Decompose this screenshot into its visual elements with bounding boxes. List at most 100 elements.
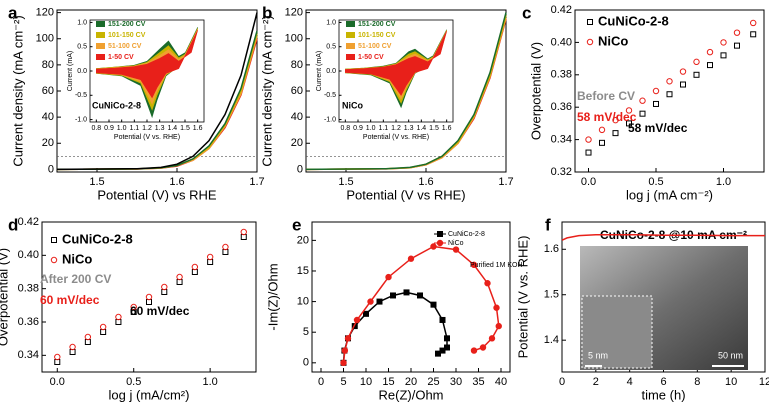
marker [488, 335, 496, 342]
marker [430, 301, 437, 308]
x-axis-label: log j (mA/cm²) [109, 388, 190, 403]
x-tick-label: 1.5 [429, 125, 439, 132]
marker [598, 126, 606, 134]
marker [222, 243, 229, 251]
y-axis-label: Overpotential (V) [0, 248, 10, 346]
x-tick-label: 1.3 [404, 125, 414, 132]
marker [376, 298, 383, 305]
marker [439, 347, 446, 354]
x-axis-label: Potential (V vs. RHE) [114, 134, 180, 141]
y-tick-label: 0.0 [326, 68, 336, 75]
y-tick-label: 1.0 [326, 19, 336, 26]
y-tick-label: 15 [297, 265, 309, 277]
panel-label: d [8, 215, 18, 234]
marker [417, 292, 423, 299]
marker [340, 359, 347, 367]
x-tick-label: 0 [318, 376, 324, 388]
annotation: NiCo [342, 100, 363, 110]
y-tick-label: 20 [291, 137, 303, 149]
x-tick-label: 1.0 [202, 376, 217, 388]
legend-label: NiCo [62, 251, 92, 266]
y-tick-label: 0.36 [18, 316, 39, 328]
x-tick-label: 10 [725, 376, 737, 388]
marker [666, 78, 673, 85]
y-axis-label: Overpotential (V) [528, 42, 543, 140]
x-tick-label: 0.5 [648, 176, 663, 188]
marker [344, 335, 352, 342]
annotation: 58 mV/dec [577, 110, 637, 124]
marker [750, 31, 757, 38]
annotation: Purified 1M KOH [470, 262, 523, 269]
marker [439, 316, 446, 323]
x-tick-label: 1.2 [142, 125, 152, 132]
y-tick-label: -0.5 [324, 92, 336, 99]
legend-marker [587, 19, 593, 25]
marker [706, 48, 714, 56]
series-line [561, 233, 765, 241]
y-tick-label: 0.34 [18, 349, 39, 361]
marker [99, 323, 107, 331]
marker [161, 283, 168, 291]
marker [585, 136, 592, 143]
legend-swatch [96, 21, 105, 27]
x-tick-label: 4 [627, 376, 633, 388]
marker [599, 139, 605, 146]
marker [145, 293, 153, 301]
legend-marker [436, 239, 444, 247]
y-axis-label: Current (mA) [316, 51, 323, 91]
marker [69, 343, 76, 351]
x-tick-label: 40 [495, 376, 507, 388]
x-tick-label: 20 [405, 376, 417, 388]
marker [680, 81, 686, 88]
y-tick-label: 80 [42, 59, 54, 71]
marker [666, 91, 673, 98]
marker [240, 228, 247, 236]
y-tick-label: 0.38 [18, 283, 39, 295]
marker [341, 347, 349, 354]
y-tick-label: -1.0 [324, 116, 336, 123]
legend-marker [586, 38, 594, 46]
marker [444, 344, 450, 351]
y-tick-label: 120 [36, 7, 54, 19]
plot-frame [41, 221, 257, 373]
y-tick-label: 80 [291, 59, 303, 71]
x-tick-label: 1.5 [180, 125, 190, 132]
marker [652, 87, 660, 95]
marker [435, 350, 441, 357]
marker [403, 289, 410, 296]
marker [367, 298, 374, 305]
legend-label: 1-50 CV [108, 54, 134, 61]
y-tick-label: 100 [285, 33, 303, 45]
legend-label: 51-100 CV [108, 43, 142, 50]
annotation: 60 mV/dec [40, 293, 100, 307]
x-tick-label: 0.0 [581, 176, 596, 188]
marker [693, 71, 700, 78]
x-tick-label: 15 [382, 376, 394, 388]
y-tick-label: 0.34 [551, 134, 572, 146]
legend-swatch [96, 54, 105, 60]
annotation: Before CV [577, 89, 635, 103]
legend-label: 51-100 CV [358, 43, 392, 50]
x-tick-label: 1.7 [498, 176, 513, 188]
y-tick-label: 40 [42, 111, 54, 123]
marker [720, 39, 727, 46]
marker [625, 107, 633, 114]
marker [385, 273, 392, 281]
x-tick-label: 1.0 [366, 125, 376, 132]
marker [115, 313, 122, 321]
x-tick-label: 1.6 [169, 176, 184, 188]
marker [430, 243, 437, 250]
legend-label: CuNiCo-2-8 [62, 231, 133, 246]
x-axis-label: Potential (V) vs RHE [97, 188, 217, 203]
x-tick-label: 0.5 [126, 376, 141, 388]
y-tick-label: 0.36 [551, 101, 572, 113]
y-tick-label: -1.0 [75, 116, 87, 123]
marker [639, 110, 646, 117]
panel-label: a [8, 3, 18, 22]
marker [707, 62, 713, 69]
cv-loop [345, 31, 447, 96]
x-tick-label: 1.1 [378, 125, 388, 132]
y-tick-label: 0 [297, 163, 303, 175]
marker [407, 255, 415, 262]
